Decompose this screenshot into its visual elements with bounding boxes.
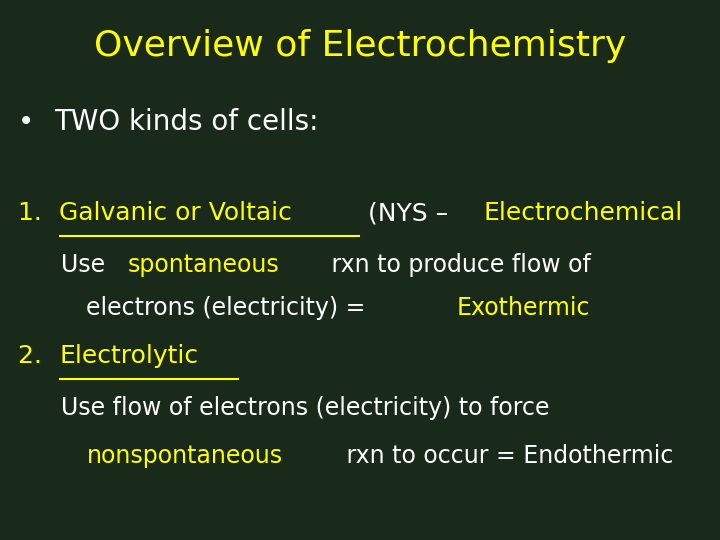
Text: (NYS –: (NYS – [359,201,456,225]
Text: nonspontaneous: nonspontaneous [86,444,282,468]
Text: Galvanic or Voltaic: Galvanic or Voltaic [59,201,292,225]
Text: Electrochemical: Electrochemical [484,201,683,225]
Text: Electrolytic: Electrolytic [59,345,199,368]
Text: spontaneous: spontaneous [128,253,279,276]
Text: Overview of Electrochemistry: Overview of Electrochemistry [94,29,626,63]
Text: rxn to occur = Endothermic: rxn to occur = Endothermic [339,444,674,468]
Text: Use: Use [61,253,113,276]
Text: rxn to produce flow of: rxn to produce flow of [323,253,590,276]
Text: TWO kinds of cells:: TWO kinds of cells: [54,107,318,136]
Text: 1.: 1. [18,201,50,225]
Text: Exothermic: Exothermic [456,296,590,320]
Text: Use flow of electrons (electricity) to force: Use flow of electrons (electricity) to f… [61,396,549,420]
Text: •: • [18,107,35,136]
Text: electrons (electricity) =: electrons (electricity) = [86,296,373,320]
Text: 2.: 2. [18,345,50,368]
